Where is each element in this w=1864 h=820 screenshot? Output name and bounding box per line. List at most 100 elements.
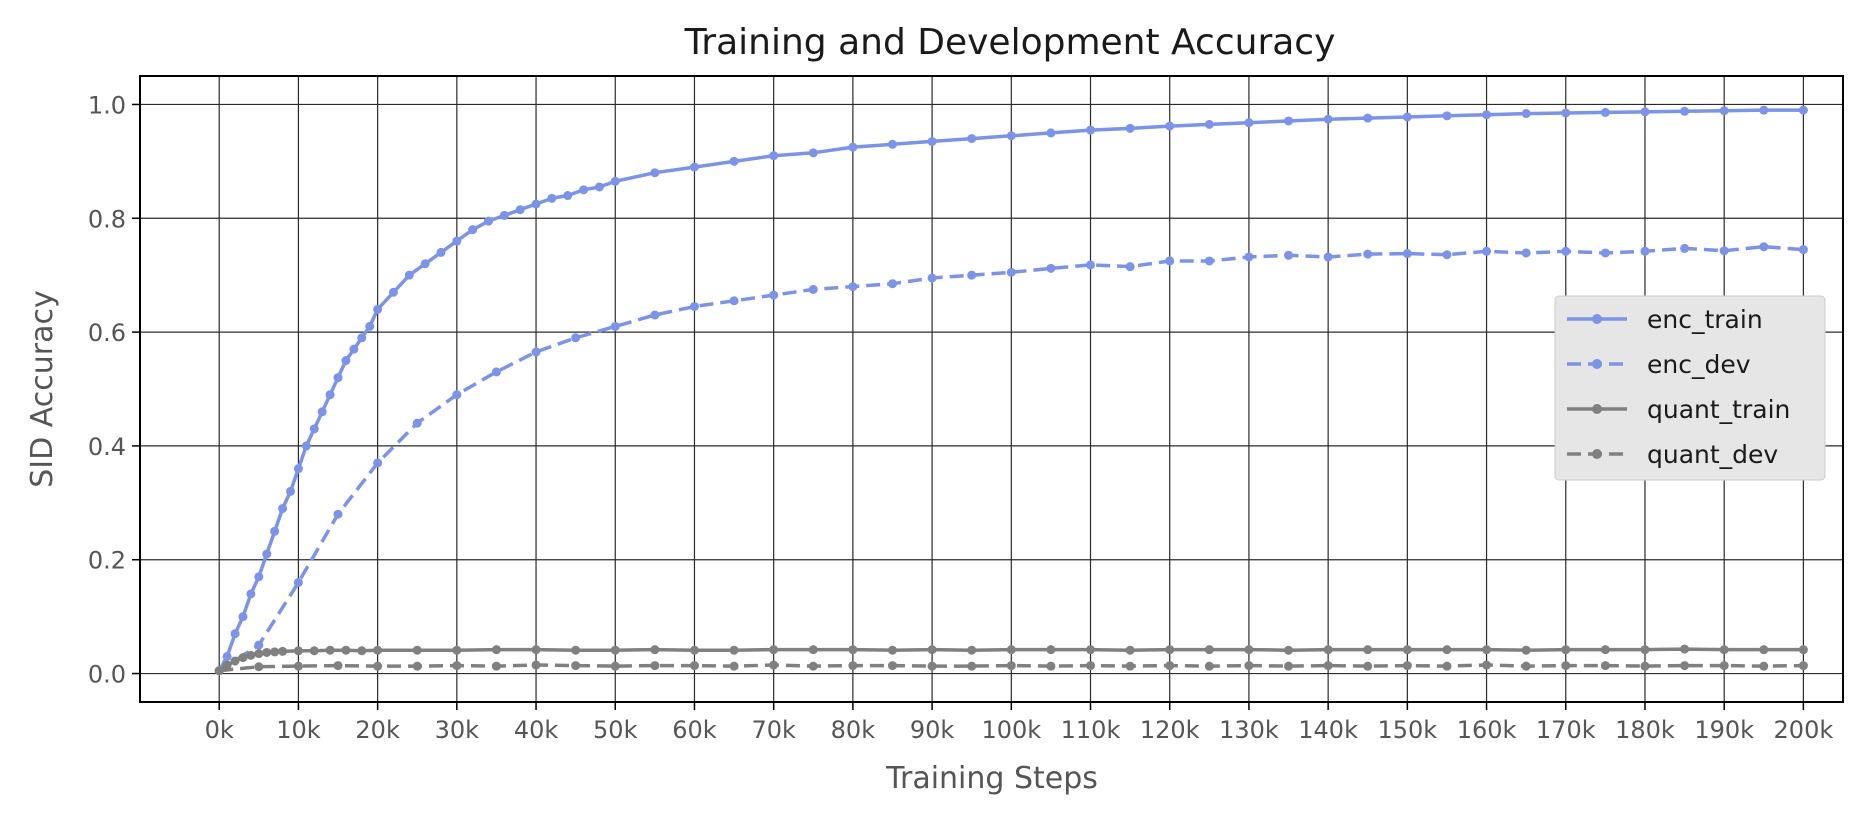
data-point-quant_dev — [729, 661, 739, 671]
data-point-enc_dev — [1719, 246, 1729, 256]
data-point-quant_train — [1600, 645, 1610, 655]
data-point-enc_train — [515, 205, 525, 215]
data-point-quant_dev — [887, 661, 897, 671]
data-point-enc_dev — [1442, 250, 1452, 260]
data-point-enc_dev — [650, 310, 660, 320]
data-point-quant_train — [452, 645, 462, 655]
data-point-enc_dev — [1680, 243, 1690, 253]
x-axis-label: Training Steps — [885, 761, 1098, 796]
series-quant_dev — [214, 660, 1808, 676]
data-point-quant_train — [325, 645, 335, 655]
legend-item-enc_train: enc_train — [1567, 305, 1763, 334]
legend-label-quant_train: quant_train — [1647, 395, 1790, 424]
data-point-quant_train — [270, 647, 280, 657]
data-point-enc_train — [887, 139, 897, 149]
x-tick-label: 90k — [910, 716, 955, 744]
legend-item-quant_dev: quant_dev — [1567, 440, 1778, 469]
data-point-enc_train — [341, 356, 351, 366]
data-point-enc_train — [285, 486, 295, 496]
data-point-quant_dev — [1719, 661, 1729, 671]
data-point-enc_dev — [769, 290, 779, 300]
data-point-enc_dev — [1600, 248, 1610, 258]
data-point-quant_dev — [333, 661, 343, 671]
data-point-enc_train — [1759, 105, 1769, 115]
data-point-quant_dev — [689, 661, 699, 671]
data-point-quant_train — [769, 645, 779, 655]
data-point-enc_train — [1640, 107, 1650, 117]
data-point-quant_train — [650, 645, 660, 655]
data-point-quant_dev — [1284, 661, 1294, 671]
data-point-enc_dev — [1284, 250, 1294, 260]
data-point-quant_train — [531, 645, 541, 655]
data-point-enc_dev — [293, 577, 303, 587]
data-point-enc_train — [1006, 131, 1016, 141]
x-tick-label: 50k — [593, 716, 638, 744]
data-point-enc_train — [1363, 113, 1373, 123]
x-tick-label: 200k — [1774, 716, 1834, 744]
data-point-enc_train — [238, 612, 248, 622]
grid — [140, 76, 1843, 702]
data-point-enc_train — [357, 333, 367, 343]
x-tick-label: 40k — [514, 716, 559, 744]
data-point-quant_dev — [808, 661, 818, 671]
data-point-enc_train — [1284, 116, 1294, 126]
data-point-enc_train — [729, 156, 739, 166]
data-point-quant_train — [1719, 645, 1729, 655]
data-point-enc_train — [388, 287, 398, 297]
data-point-quant_train — [1006, 645, 1016, 655]
data-point-enc_train — [301, 441, 311, 451]
data-point-enc_train — [531, 199, 541, 209]
legend-marker-enc_train — [1592, 314, 1602, 324]
data-point-enc_train — [1442, 111, 1452, 121]
data-point-enc_train — [349, 344, 359, 354]
data-point-quant_dev — [1204, 661, 1214, 671]
data-point-quant_train — [689, 645, 699, 655]
data-point-enc_train — [452, 236, 462, 246]
data-point-quant_dev — [214, 666, 224, 676]
legend-marker-quant_train — [1592, 404, 1602, 414]
data-point-enc_dev — [531, 347, 541, 357]
data-point-enc_train — [1204, 119, 1214, 129]
data-point-quant_dev — [1482, 660, 1492, 670]
data-point-quant_dev — [452, 661, 462, 671]
data-point-quant_train — [1125, 645, 1135, 655]
data-point-quant_train — [729, 645, 739, 655]
series-layer — [214, 105, 1808, 676]
data-point-enc_train — [420, 259, 430, 269]
y-tick-label: 0.0 — [88, 661, 126, 689]
series-enc_train — [214, 105, 1808, 676]
data-point-enc_train — [317, 407, 327, 417]
legend-marker-quant_dev — [1592, 449, 1602, 459]
data-point-quant_train — [238, 653, 248, 663]
data-point-enc_train — [468, 225, 478, 235]
data-point-quant_train — [309, 646, 319, 656]
data-point-enc_train — [927, 136, 937, 146]
data-point-quant_train — [1680, 644, 1690, 654]
data-point-enc_train — [222, 651, 232, 661]
x-tick-label: 30k — [435, 716, 480, 744]
data-point-enc_train — [262, 549, 272, 559]
data-point-quant_train — [373, 645, 383, 655]
data-point-quant_dev — [1363, 661, 1373, 671]
data-point-enc_train — [365, 321, 375, 331]
legend: enc_train enc_dev quant_train quant_dev — [1554, 295, 1826, 481]
data-point-quant_train — [1482, 645, 1492, 655]
data-point-enc_dev — [729, 296, 739, 306]
data-point-quant_train — [848, 645, 858, 655]
data-point-enc_dev — [1363, 249, 1373, 259]
data-point-enc_dev — [1125, 262, 1135, 272]
data-point-enc_dev — [1165, 256, 1175, 266]
data-point-enc_train — [373, 304, 383, 314]
data-point-enc_dev — [808, 284, 818, 294]
data-point-enc_train — [1323, 114, 1333, 124]
data-point-enc_dev — [333, 509, 343, 519]
y-tick-label: 0.4 — [88, 433, 126, 461]
data-point-quant_dev — [927, 661, 937, 671]
plot-frame — [139, 75, 1844, 703]
data-point-enc_dev — [967, 270, 977, 280]
data-point-quant_train — [1521, 645, 1531, 655]
data-point-quant_dev — [293, 661, 303, 671]
data-point-enc_train — [610, 176, 620, 186]
data-point-quant_train — [1442, 645, 1452, 655]
